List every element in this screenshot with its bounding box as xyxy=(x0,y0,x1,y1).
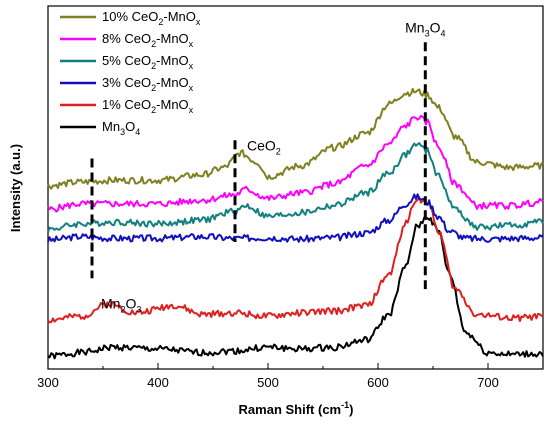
x-tick-label-500: 500 xyxy=(257,375,279,390)
legend-label-8-ceo2-mnox: 8% CeO2-MnOx xyxy=(102,31,194,49)
legend-label-mn3o4-sub: 3 xyxy=(120,127,125,137)
legend-label-5-ceo2-mnox-sub2: x xyxy=(189,61,194,71)
plot-frame xyxy=(47,5,544,370)
legend-label-3-ceo2-mnox: 3% CeO2-MnOx xyxy=(102,75,194,93)
legend-label-5-ceo2-mnox: 5% CeO2-MnOx xyxy=(102,53,194,71)
legend-item-8-ceo2-mnox: 8% CeO2-MnOx xyxy=(60,31,194,49)
peak-label-mn3o4-sub2: 4 xyxy=(440,28,445,38)
series-line-10-ceo2-mnox xyxy=(47,87,544,190)
series-line-3-ceo2-mnox xyxy=(47,193,544,243)
peak-label-mn2o3: Mn2O3 xyxy=(101,295,141,314)
legend-label-1-ceo2-mnox: 1% CeO2-MnOx xyxy=(102,97,194,115)
legend-label-5-ceo2-mnox-rest: -MnO xyxy=(156,53,189,68)
peak-label-mn2o3-sub: 2 xyxy=(120,304,125,314)
legend-label-10-ceo2-mnox-sub2: x xyxy=(196,17,201,27)
series-line-1-ceo2-mnox xyxy=(47,196,544,324)
legend-label-8-ceo2-mnox-sub2: x xyxy=(189,39,194,49)
peak-label-ceo2-sub: 2 xyxy=(276,146,281,156)
legend-label-10-ceo2-mnox: 10% CeO2-MnOx xyxy=(102,9,201,27)
legend-label-mn3o4-sub2: 4 xyxy=(135,127,140,137)
series-line-mn3o4 xyxy=(47,216,544,360)
x-axis-title-main: Raman Shift (cm xyxy=(239,402,342,417)
legend-label-mn3o4-base: Mn xyxy=(102,119,120,134)
legend-label-1-ceo2-mnox-base: 1% CeO xyxy=(102,97,151,112)
peak-label-mn3o4-base: Mn xyxy=(405,19,424,35)
legend-label-8-ceo2-mnox-sub: 2 xyxy=(151,39,156,49)
peak-label-mn2o3-sub2: 3 xyxy=(136,304,141,314)
x-axis-title: Raman Shift (cm-1) xyxy=(239,400,354,417)
legend-label-3-ceo2-mnox-sub: 2 xyxy=(151,83,156,93)
legend-label-mn3o4: Mn3O4 xyxy=(102,119,140,137)
legend-label-10-ceo2-mnox-base: 10% CeO xyxy=(102,9,158,24)
legend-item-1-ceo2-mnox: 1% CeO2-MnOx xyxy=(60,97,194,115)
legend-item-10-ceo2-mnox: 10% CeO2-MnOx xyxy=(60,9,201,27)
legend-label-3-ceo2-mnox-rest: -MnO xyxy=(156,75,189,90)
series-line-5-ceo2-mnox xyxy=(47,142,544,233)
axis-layer: 300 400 500 600 700 xyxy=(37,363,499,390)
x-tick-label-600: 600 xyxy=(367,375,389,390)
legend-label-mn3o4-rest: O xyxy=(125,119,135,134)
peak-label-mn3o4: Mn3O4 xyxy=(405,19,445,38)
y-axis-title: Intensity (a.u.) xyxy=(8,144,23,232)
legend-label-5-ceo2-mnox-sub: 2 xyxy=(151,61,156,71)
legend-label-3-ceo2-mnox-sub2: x xyxy=(189,83,194,93)
peak-label-mn3o4-rest: O xyxy=(430,19,441,35)
peak-label-ceo2-base: CeO xyxy=(247,137,276,153)
legend-label-5-ceo2-mnox-base: 5% CeO xyxy=(102,53,151,68)
x-axis-title-sup: -1 xyxy=(341,400,349,410)
legend-label-8-ceo2-mnox-base: 8% CeO xyxy=(102,31,151,46)
legend-item-mn3o4: Mn3O4 xyxy=(60,119,140,137)
x-tick-label-300: 300 xyxy=(37,375,59,390)
legend-label-8-ceo2-mnox-rest: -MnO xyxy=(156,31,189,46)
peak-label-mn2o3-rest: O xyxy=(125,295,136,311)
x-tick-label-400: 400 xyxy=(147,375,169,390)
peak-label-mn3o4-sub: 3 xyxy=(425,28,430,38)
peak-label-mn2o3-base: Mn xyxy=(101,295,120,311)
legend-item-3-ceo2-mnox: 3% CeO2-MnOx xyxy=(60,75,194,93)
series-line-8-ceo2-mnox xyxy=(47,114,544,213)
x-axis-title-end: ) xyxy=(349,402,353,417)
legend-item-5-ceo2-mnox: 5% CeO2-MnOx xyxy=(60,53,194,71)
legend-label-10-ceo2-mnox-rest: -MnO xyxy=(163,9,196,24)
legend-label-3-ceo2-mnox-base: 3% CeO xyxy=(102,75,151,90)
legend-label-1-ceo2-mnox-rest: -MnO xyxy=(156,97,189,112)
legend-label-10-ceo2-mnox-sub: 2 xyxy=(158,17,163,27)
legend-label-1-ceo2-mnox-sub: 2 xyxy=(151,105,156,115)
peak-label-ceo2: CeO2 xyxy=(247,137,281,156)
x-tick-label-700: 700 xyxy=(477,375,499,390)
legend-label-1-ceo2-mnox-sub2: x xyxy=(189,105,194,115)
series-layer xyxy=(47,87,544,360)
